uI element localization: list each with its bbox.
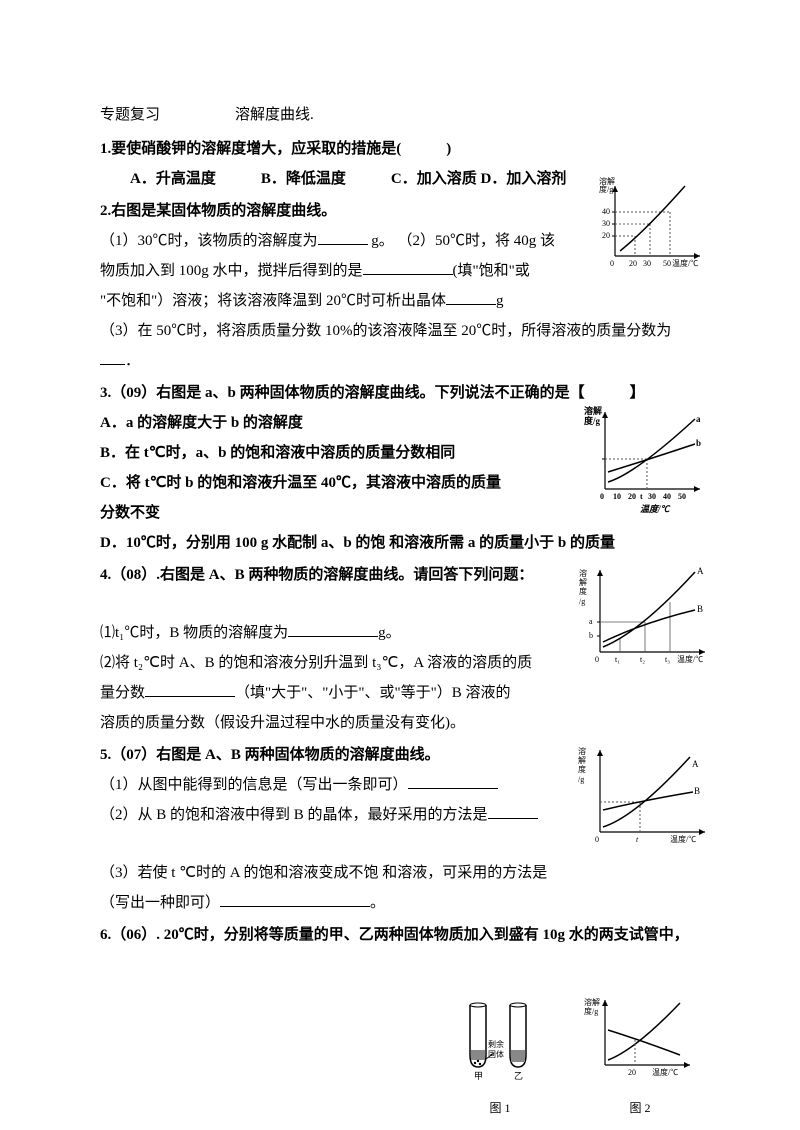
q1-opt-b: B．降低温度 — [261, 171, 346, 187]
svg-text:度: 度 — [578, 764, 586, 774]
q2-line3: "不饱和"）溶液；将该溶液降温到 20℃时可析出晶体g — [100, 286, 700, 316]
svg-text:溶: 溶 — [579, 568, 587, 578]
svg-text:A: A — [692, 759, 699, 769]
svg-text:50: 50 — [663, 259, 671, 268]
q4-chart: 溶 解 度 /g a b A B 0 t₁ t₂ t₃ 温度/℃ — [575, 562, 715, 677]
svg-text:B: B — [694, 786, 700, 796]
svg-text:/g: /g — [579, 597, 585, 606]
q5-chart: 溶 解 度 /g A B 0 t 温度/℃ — [575, 742, 715, 857]
q4-p3: 量分数（填"大于"、"小于"、或"等于"）B 溶液的 — [100, 678, 700, 708]
blank[interactable] — [488, 804, 538, 819]
worksheet-header: 专题复习 溶解度曲线. — [100, 100, 700, 130]
svg-text:0: 0 — [600, 492, 604, 501]
blank[interactable] — [100, 350, 125, 365]
question-3: 3.（09）右图是 a、b 两种固体物质的溶解度曲线。下列说法不正确的是【 】 … — [100, 378, 700, 558]
q6-stem: 6.（06）. 20℃时，分别将等质量的甲、乙两种固体物质加入到盛有 10g 水… — [100, 920, 700, 950]
svg-text:t₂: t₂ — [640, 655, 645, 664]
svg-text:温度/℃: 温度/℃ — [672, 258, 698, 268]
fig2-svg: 溶解 度/g 20 温度/℃ — [580, 995, 700, 1085]
svg-text:温度/℃: 温度/℃ — [640, 504, 672, 514]
svg-text:溶解: 溶解 — [584, 405, 602, 416]
blank[interactable] — [408, 774, 498, 789]
svg-text:40: 40 — [602, 207, 610, 216]
svg-text:t: t — [636, 835, 639, 844]
q4-p4: 溶质的质量分数（假设升温过程中水的质量没有变化)。 — [100, 708, 700, 738]
svg-text:30: 30 — [648, 492, 656, 501]
blank[interactable] — [318, 230, 368, 245]
q4-chart-svg: 溶 解 度 /g a b A B 0 t₁ t₂ t₃ 温度/℃ — [575, 562, 715, 677]
svg-text:b: b — [589, 631, 593, 640]
q6-figures: 甲 乙 剩余 固体 图 1 溶解 度/g 20 温度/℃ 图 2 — [450, 995, 700, 1120]
svg-text:0: 0 — [610, 259, 614, 268]
fig1-svg: 甲 乙 剩余 固体 — [450, 995, 550, 1085]
q3-d: D．10℃时，分别用 100 g 水配制 a、b 的饱 和溶液所需 a 的质量小… — [100, 528, 700, 558]
q5-p4: （写出一种即可）。 — [100, 888, 700, 918]
svg-text:20: 20 — [629, 259, 637, 268]
blank[interactable] — [220, 892, 370, 907]
svg-text:20: 20 — [628, 1068, 636, 1077]
question-5: 溶 解 度 /g A B 0 t 温度/℃ 5.（07）右图是 A、B 两种固体… — [100, 740, 700, 918]
q2-chart: 溶解 度/g 40 30 20 0 20 30 50 温度/℃ — [595, 176, 710, 276]
svg-text:40: 40 — [663, 492, 671, 501]
q1-opt-c: C．加入溶质 — [391, 171, 477, 187]
svg-text:度/g: 度/g — [599, 184, 613, 194]
q2-chart-svg: 溶解 度/g 40 30 20 0 20 30 50 温度/℃ — [595, 176, 710, 276]
svg-text:0: 0 — [595, 655, 599, 664]
subtitle-label: 溶解度曲线. — [235, 107, 314, 123]
question-4: 4.（08）.右图是 A、B 两种物质的溶解度曲线。请回答下列问题： 溶 解 度… — [100, 560, 700, 738]
q1-opt-d: D．加入溶剂 — [480, 171, 566, 187]
q5-p3: （3）若使 t ℃时的 A 的饱和溶液变成不饱 和溶液，可采用的方法是 — [100, 858, 700, 888]
svg-text:解: 解 — [578, 755, 586, 765]
q1-opt-a: A．升高温度 — [130, 171, 216, 187]
svg-text:B: B — [697, 604, 703, 614]
svg-text:体: 体 — [496, 1049, 504, 1059]
fig1-caption: 图 1 — [450, 1096, 550, 1120]
blank[interactable] — [363, 260, 453, 275]
blank[interactable] — [288, 622, 378, 637]
svg-text:0: 0 — [595, 835, 599, 844]
svg-text:度/g: 度/g — [584, 1006, 598, 1016]
svg-text:A: A — [697, 566, 704, 576]
q5-chart-svg: 溶 解 度 /g A B 0 t 温度/℃ — [575, 742, 715, 857]
svg-text:50: 50 — [678, 492, 686, 501]
svg-text:解: 解 — [579, 577, 587, 587]
q3-chart: 溶解 度/g a b 0 10 20 t 30 40 50 温度/℃ — [580, 404, 710, 514]
q3-chart-svg: 溶解 度/g a b 0 10 20 t 30 40 50 温度/℃ — [580, 404, 710, 514]
svg-text:30: 30 — [643, 259, 651, 268]
svg-text:余: 余 — [496, 1039, 504, 1049]
svg-text:30: 30 — [602, 219, 610, 228]
svg-text:度/g: 度/g — [584, 415, 601, 426]
svg-text:10: 10 — [613, 492, 621, 501]
svg-text:t: t — [640, 492, 643, 501]
fig2-caption: 图 2 — [580, 1096, 700, 1120]
question-2: 溶解 度/g 40 30 20 0 20 30 50 温度/℃ 2.右图是某固体… — [100, 196, 700, 376]
svg-text:a: a — [589, 617, 593, 626]
svg-text:甲: 甲 — [474, 1071, 483, 1081]
svg-text:温度/℃: 温度/℃ — [677, 654, 703, 664]
figure-1: 甲 乙 剩余 固体 图 1 — [450, 995, 550, 1120]
svg-text:b: b — [696, 438, 701, 448]
figure-2: 溶解 度/g 20 温度/℃ 图 2 — [580, 995, 700, 1120]
svg-text:剩: 剩 — [488, 1039, 496, 1049]
svg-text:20: 20 — [628, 492, 636, 501]
blank[interactable] — [446, 290, 496, 305]
svg-text:溶解: 溶解 — [584, 997, 600, 1007]
blank[interactable] — [145, 682, 235, 697]
svg-text:度: 度 — [579, 586, 587, 596]
question-6: 6.（06）. 20℃时，分别将等质量的甲、乙两种固体物质加入到盛有 10g 水… — [100, 920, 700, 950]
svg-text:t₁: t₁ — [615, 655, 620, 664]
q1-stem: 1.要使硝酸钾的溶解度增大，应采取的措施是( ) — [100, 134, 700, 164]
svg-text:t₃: t₃ — [665, 655, 670, 664]
svg-text:/g: /g — [578, 775, 584, 784]
svg-text:a: a — [696, 414, 701, 424]
svg-text:溶: 溶 — [578, 746, 586, 756]
svg-text:温度/℃: 温度/℃ — [670, 834, 696, 844]
svg-text:温度/℃: 温度/℃ — [652, 1067, 678, 1077]
svg-text:20: 20 — [602, 231, 610, 240]
topic-label: 专题复习 — [100, 107, 160, 123]
q2-line4: （3）在 50℃时，将溶质质量分数 10%的该溶液降温至 20℃时，所得溶液的质… — [100, 316, 700, 346]
q2-line5: ． — [100, 346, 700, 376]
svg-text:乙: 乙 — [514, 1071, 523, 1081]
